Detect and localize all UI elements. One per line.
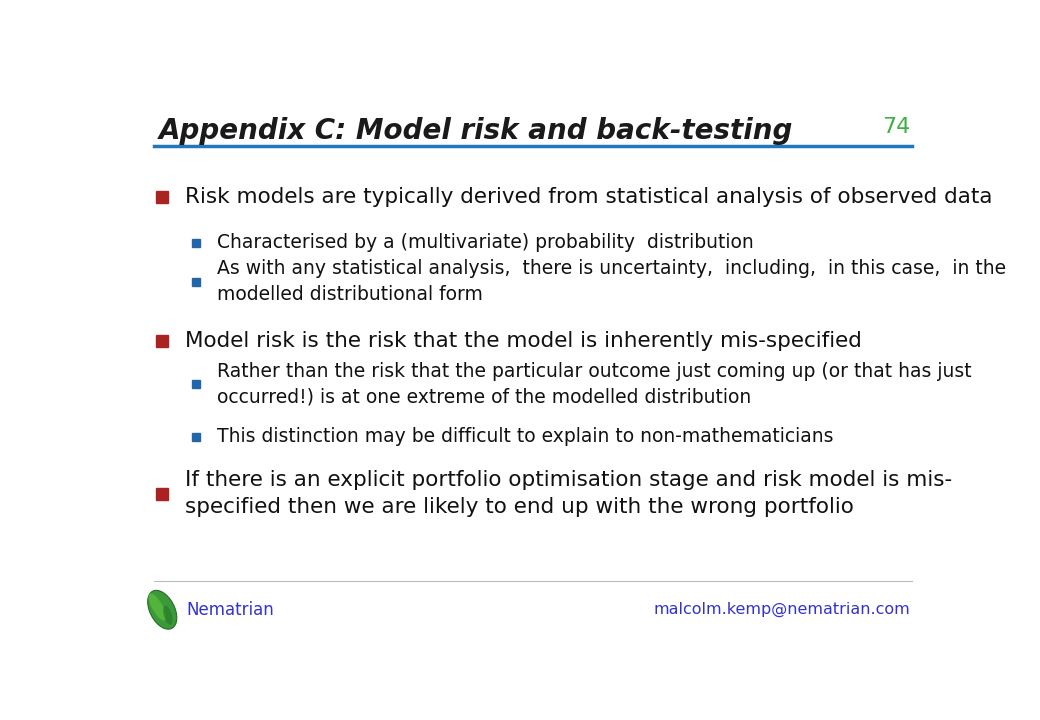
Text: Characterised by a (multivariate) probability  distribution: Characterised by a (multivariate) probab… — [217, 233, 754, 252]
Text: Appendix C: Model risk and back-testing: Appendix C: Model risk and back-testing — [159, 117, 794, 145]
Text: Model risk is the risk that the model is inherently mis-specified: Model risk is the risk that the model is… — [185, 331, 862, 351]
Text: Nematrian: Nematrian — [186, 600, 275, 618]
Text: 74: 74 — [882, 117, 910, 137]
Text: Risk models are typically derived from statistical analysis of observed data: Risk models are typically derived from s… — [185, 187, 992, 207]
Text: As with any statistical analysis,  there is uncertainty,  including,  in this ca: As with any statistical analysis, there … — [217, 259, 1006, 304]
Ellipse shape — [163, 606, 173, 625]
Ellipse shape — [148, 590, 177, 629]
Text: malcolm.kemp@nematrian.com: malcolm.kemp@nematrian.com — [653, 602, 910, 617]
Text: Rather than the risk that the particular outcome just coming up (or that has jus: Rather than the risk that the particular… — [217, 361, 971, 407]
Text: This distinction may be difficult to explain to non-mathematicians: This distinction may be difficult to exp… — [217, 427, 833, 446]
Ellipse shape — [149, 593, 166, 621]
Text: If there is an explicit portfolio optimisation stage and risk model is mis-
spec: If there is an explicit portfolio optimi… — [185, 470, 952, 518]
